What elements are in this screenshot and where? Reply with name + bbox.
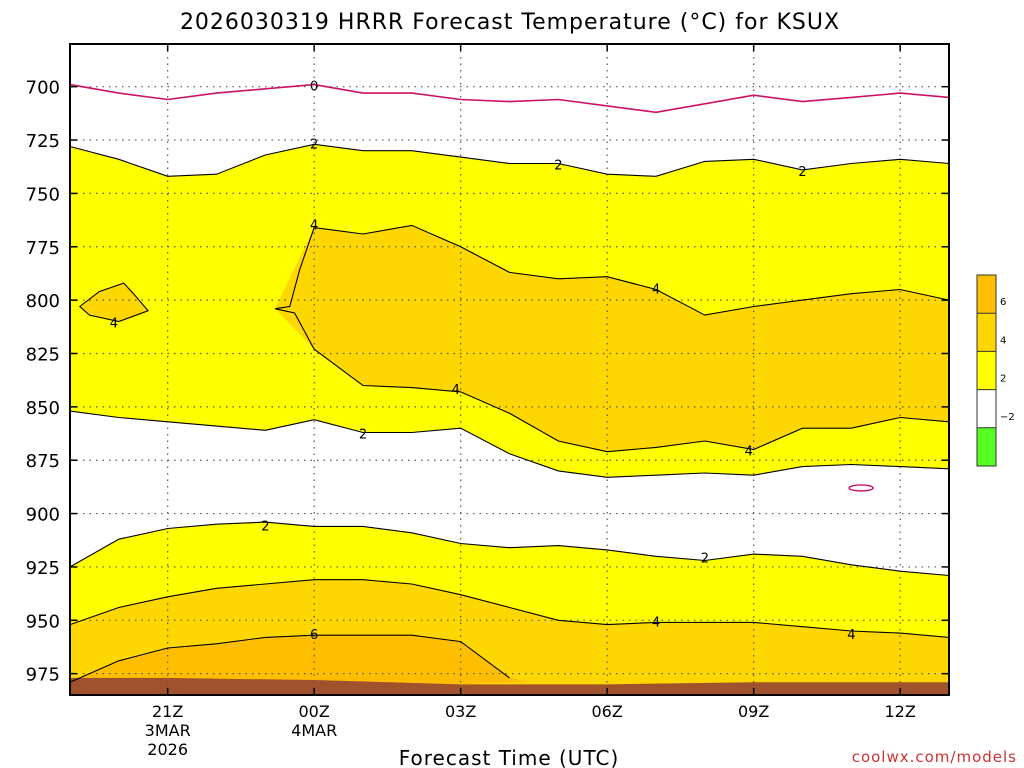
contour-line [274,308,315,350]
colorbar-frame [976,274,997,467]
contour-label: 2 [554,159,562,174]
contour-label: 0 [310,80,318,95]
contour-label: 2 [798,165,806,180]
band-fill-gold-cell [79,283,149,322]
contour-label: 2 [261,519,269,534]
x-tick-label: 06Z [592,702,623,721]
contour-line [69,521,950,577]
contour-label: 6 [310,628,318,643]
y-tick-label: 900 [26,505,60,526]
contour-line [69,143,950,177]
y-tick-label: 800 [26,291,60,312]
y-tick-label: 850 [26,398,60,419]
grid-lines [70,44,949,695]
colorbar-swatch [977,389,996,428]
contour-line [275,227,315,310]
contour-label: 4 [745,445,753,460]
x-tick-label: 09Z [738,702,769,721]
contour-label: 4 [452,383,460,398]
contour-label: 4 [110,317,118,332]
contour-line [69,579,950,638]
x-date-label: 4MAR [291,721,337,740]
contour-label: 4 [652,615,660,630]
x-tick-label: 12Z [885,702,916,721]
colorbar-swatch [977,313,996,352]
contour-label: 4 [847,628,855,643]
contour-label: 4 [310,218,318,233]
y-tick-label: 925 [26,558,60,579]
y-tick-label: 750 [26,184,60,205]
y-tick-label: 875 [26,451,60,472]
y-tick-label: 975 [26,665,60,686]
band-fill-gold-upper [275,225,950,452]
contour-line [69,83,950,114]
x-date-label: 3MAR [145,721,191,740]
plot-frame [69,43,950,696]
y-tick-label: 775 [26,238,60,259]
x-tick-label: 03Z [445,702,476,721]
chart-title: 2026030319 HRRR Forecast Temperature (°C… [180,10,840,35]
contour-label: 2 [701,551,709,566]
colorbar-label: 4 [1000,335,1006,346]
axes: 700 725 750 775 800 825 850 875 900 925 950 975 21Z 0… [26,43,950,759]
contour-line [848,484,874,492]
y-tick-label: 725 [26,131,60,152]
temperature-fill-layer [70,44,950,695]
y-tick-label: 700 [26,78,60,99]
x-date-label: 2026 [147,740,188,759]
contour-line [69,410,950,478]
x-tick-label: 21Z [152,702,183,721]
y-tick-label: 825 [26,344,60,365]
contour-line [314,224,950,316]
watermark-link[interactable]: coolwx.com/models [852,748,1017,766]
contour-labels: 0 2 2 2 4 4 4 4 4 2 2 2 4 4 6 [110,80,856,644]
colorbar-label: 6 [1000,297,1006,308]
colorbar-swatch [977,275,996,314]
colorbar-swatch [977,351,996,390]
contour-label: 2 [359,428,367,443]
contour-line [69,634,510,683]
colorbar: 6 4 2 −2 [976,274,1015,467]
x-axis-label: Forecast Time (UTC) [399,746,620,768]
colorbar-swatch [977,427,996,466]
colorbar-label: −2 [1000,412,1015,423]
contour-label: 2 [310,137,318,152]
contour-line [78,282,150,323]
contour-lines [69,83,950,683]
colorbar-label: 2 [1000,374,1006,385]
contour-label: 4 [652,282,660,297]
ground-fill [70,677,949,695]
x-tick-label: 00Z [299,702,330,721]
contour-line [313,348,950,453]
y-tick-label: 950 [26,611,60,632]
